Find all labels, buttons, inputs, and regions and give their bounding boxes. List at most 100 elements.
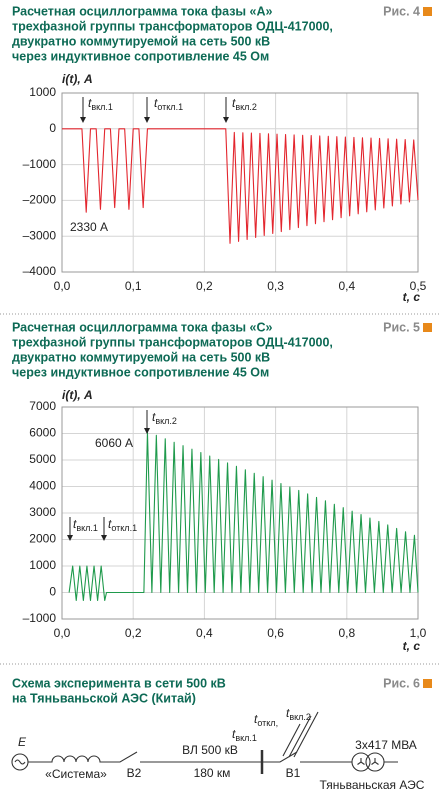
time-subscript: вкл.2 xyxy=(289,712,311,722)
x-tick-label: 0,5 xyxy=(410,279,427,293)
annotation-arrowhead xyxy=(223,117,229,123)
transformer-label: 3х417 МВА xyxy=(355,738,417,752)
x-tick-label: 0,4 xyxy=(338,279,355,293)
y-tick-label: –3000 xyxy=(23,228,57,242)
annotation: tоткл.1 xyxy=(108,517,137,533)
signal-line xyxy=(62,128,419,244)
annotation: tвкл.1 xyxy=(73,517,98,533)
time-symbol: t xyxy=(254,712,258,726)
figure-6: Схема эксперимента в сети 500 кВ на Тянь… xyxy=(11,676,432,792)
chart-title: трехфазной группы трансформаторов ОДЦ-41… xyxy=(12,19,333,33)
annotation-symbol: t xyxy=(88,96,92,110)
source-label: E xyxy=(18,735,27,749)
x-axis-label: t, с xyxy=(403,290,421,304)
x-tick-label: 0,8 xyxy=(338,626,355,640)
x-tick-label: 0,0 xyxy=(54,279,71,293)
annotation-subscript: откл.1 xyxy=(157,102,183,112)
x-tick-label: 1,0 xyxy=(410,626,427,640)
figure-marker xyxy=(423,323,432,332)
plot-frame xyxy=(61,92,419,273)
y-tick-label: 1000 xyxy=(29,85,56,99)
annotation: tоткл.1 xyxy=(154,96,183,112)
annotation-arrowhead xyxy=(67,535,73,541)
figure-title: Схема эксперимента в сети 500 кВ xyxy=(12,676,226,690)
time-label: tвкл.2 xyxy=(286,706,311,722)
transformer-winding xyxy=(351,752,371,772)
chart-title: Расчетная осциллограмма тока фазы «А» xyxy=(12,4,273,18)
x-axis-label: t, с xyxy=(403,639,421,653)
y-tick-label: 6000 xyxy=(29,426,56,440)
peak-label: 2330 А xyxy=(70,220,108,234)
y-tick-label: 3000 xyxy=(29,505,56,519)
annotation: tвкл.2 xyxy=(232,96,257,112)
y-tick-label: –1000 xyxy=(23,611,57,625)
breaker-label: В2 xyxy=(127,766,142,780)
chart-title: трехфазной группы трансформаторов ОДЦ-41… xyxy=(12,335,333,349)
x-tick-label: 0,4 xyxy=(196,626,213,640)
figure-title: на Тяньваньской АЭС (Китай) xyxy=(12,691,196,705)
transformer-detail xyxy=(357,758,398,765)
annotation-symbol: t xyxy=(152,410,156,424)
y-tick-label: 4000 xyxy=(29,479,56,493)
annotation-subscript: вкл.1 xyxy=(91,102,113,112)
line-wire xyxy=(262,751,352,763)
chart-title: через индуктивное сопротивление 45 Ом xyxy=(12,365,269,379)
annotation-symbol: t xyxy=(73,517,77,531)
y-tick-label: –1000 xyxy=(23,157,57,171)
chart-title: через индуктивное сопротивление 45 Ом xyxy=(12,49,269,63)
x-tick-label: 0,6 xyxy=(267,626,284,640)
x-tick-label: 0,3 xyxy=(267,279,284,293)
y-axis-label: i(t), А xyxy=(62,72,93,86)
annotation: tвкл.2 xyxy=(152,410,177,426)
length-label: 180 км xyxy=(194,766,231,780)
x-tick-label: 0,1 xyxy=(125,279,142,293)
x-tick-label: 0,2 xyxy=(125,626,142,640)
system-label: «Система» xyxy=(45,767,107,781)
figure-marker xyxy=(423,7,432,16)
signal-line xyxy=(68,431,419,601)
x-tick-label: 0,0 xyxy=(54,626,71,640)
figure-label: Рис. 6 xyxy=(383,676,420,690)
figure-label: Рис. 5 xyxy=(383,320,420,334)
y-tick-label: 1000 xyxy=(29,558,56,572)
time-label: tвкл.1 xyxy=(232,727,257,743)
annotation-symbol: t xyxy=(154,96,158,110)
annotation-arrowhead xyxy=(80,117,86,123)
time-pointer xyxy=(282,711,319,758)
y-tick-label: 0 xyxy=(49,585,56,599)
annotation-symbol: t xyxy=(232,96,236,110)
time-subscript: вкл.1 xyxy=(235,733,257,743)
annotation-arrowhead xyxy=(144,428,150,434)
source-wave xyxy=(14,759,26,765)
figure-marker xyxy=(423,679,432,688)
chart-title: Расчетная осциллограмма тока фазы «С» xyxy=(12,320,273,334)
chart-title: двукратно коммутируемой на сеть 500 кВ xyxy=(12,350,270,364)
plant-label: Тяньваньская АЭС xyxy=(320,778,425,792)
line-label: ВЛ 500 кВ xyxy=(182,743,238,757)
annotation-arrowhead xyxy=(144,117,150,123)
time-symbol: t xyxy=(286,706,290,720)
annotation-subscript: вкл.1 xyxy=(76,523,98,533)
annotation-subscript: вкл.2 xyxy=(155,416,177,426)
x-tick-label: 0,2 xyxy=(196,279,213,293)
peak-label: 6060 А xyxy=(95,436,133,450)
y-tick-label: 5000 xyxy=(29,452,56,466)
figure-label: Рис. 4 xyxy=(383,4,420,18)
y-axis-label: i(t), А xyxy=(62,388,93,402)
time-symbol: t xyxy=(232,727,236,741)
y-tick-label: 2000 xyxy=(29,532,56,546)
plot-frame xyxy=(61,406,419,620)
annotation-arrowhead xyxy=(101,535,107,541)
y-tick-label: 7000 xyxy=(29,399,56,413)
annotation-symbol: t xyxy=(108,517,112,531)
time-label: tоткл, xyxy=(254,712,278,728)
time-subscript: откл, xyxy=(257,718,278,728)
line-wire xyxy=(28,751,262,763)
breaker-label: В1 xyxy=(286,766,301,780)
y-tick-label: –2000 xyxy=(23,193,57,207)
annotation-subscript: откл.1 xyxy=(111,523,137,533)
annotation: tвкл.1 xyxy=(88,96,113,112)
y-tick-label: 0 xyxy=(49,121,56,135)
annotation-subscript: вкл.2 xyxy=(235,102,257,112)
